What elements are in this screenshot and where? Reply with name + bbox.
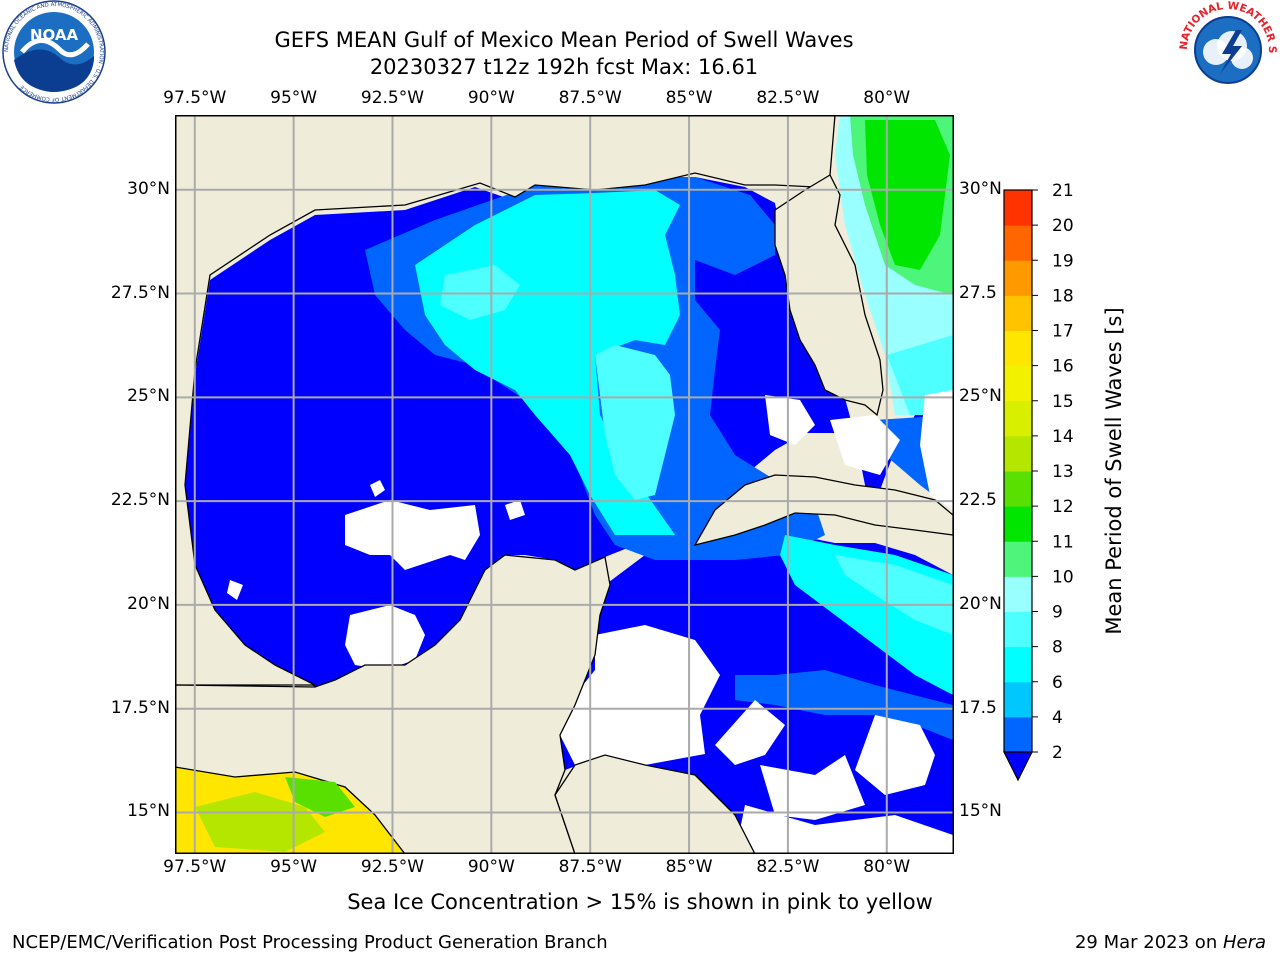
lon-label-bottom: 92.5°W bbox=[360, 857, 425, 877]
lat-label-left: 30°N bbox=[127, 178, 170, 199]
lon-label-bottom: 87.5°W bbox=[558, 857, 622, 877]
colorbar-segment bbox=[1004, 646, 1032, 683]
noaa-logo-text: NOAA bbox=[30, 26, 79, 44]
lat-label-right: 30°N bbox=[959, 178, 1002, 199]
lon-label-bottom: 85°W bbox=[665, 857, 713, 877]
sea-ice-note: Sea Ice Concentration > 15% is shown in … bbox=[347, 890, 933, 914]
colorbar-segment bbox=[1004, 716, 1032, 753]
colorbar-segment bbox=[1004, 400, 1032, 437]
map-panel bbox=[175, 115, 954, 854]
lon-label-top: 97.5°W bbox=[163, 88, 227, 108]
lat-label-right: 22.5 bbox=[959, 490, 997, 511]
missing-data-regions bbox=[227, 390, 953, 854]
footer-machine: Hera bbox=[1222, 932, 1266, 953]
lat-label-left: 22.5°N bbox=[110, 490, 170, 511]
colorbar-segment bbox=[1004, 330, 1032, 367]
lat-label-right: 25°N bbox=[959, 386, 1002, 407]
colorbar-tick-label: 2 bbox=[1052, 743, 1063, 763]
lon-label-top: 90°W bbox=[467, 88, 515, 108]
lon-label-top: 92.5°W bbox=[360, 88, 425, 108]
colorbar-tick-label: 15 bbox=[1052, 392, 1074, 412]
lat-label-left: 25°N bbox=[127, 386, 170, 407]
colorbar-segment bbox=[1004, 681, 1032, 718]
colorbar-segment bbox=[1004, 471, 1032, 507]
colorbar-label: Mean Period of Swell Waves [s] bbox=[1102, 307, 1126, 634]
colorbar-tick-label: 14 bbox=[1052, 427, 1074, 447]
nws-logo-icon: NATIONAL WEATHER SERVICE bbox=[1176, 0, 1278, 98]
colorbar-tick-label: 13 bbox=[1052, 462, 1074, 482]
chart-subtitle: 20230327 t12z 192h fcst Max: 16.61 bbox=[369, 55, 759, 79]
lon-label-top: 85°W bbox=[665, 88, 713, 108]
colorbar-tick-label: 9 bbox=[1052, 603, 1063, 623]
footer-date-text: 29 Mar 2023 on bbox=[1074, 932, 1223, 953]
colorbar-segment bbox=[1004, 190, 1032, 226]
colorbar-tick-label: 12 bbox=[1052, 497, 1074, 517]
colorbar-tick-label: 6 bbox=[1052, 673, 1063, 693]
lat-label-left: 20°N bbox=[127, 593, 170, 614]
colorbar-segment bbox=[1004, 576, 1032, 612]
lon-label-bottom: 82.5°W bbox=[756, 857, 820, 877]
colorbar-segment bbox=[1004, 435, 1032, 472]
colorbar-segment bbox=[1004, 506, 1032, 542]
graticule bbox=[175, 115, 954, 854]
colorbar-segment bbox=[1004, 541, 1032, 577]
colorbar-tick-label: 19 bbox=[1052, 251, 1074, 271]
chart-title: GEFS MEAN Gulf of Mexico Mean Period of … bbox=[274, 28, 854, 52]
colorbar-tick-label: 11 bbox=[1052, 532, 1074, 552]
lat-label-right: 20°N bbox=[959, 593, 1002, 614]
colorbar-tick-label: 20 bbox=[1052, 216, 1074, 236]
lat-label-left: 17.5°N bbox=[110, 697, 170, 718]
lon-label-bottom: 97.5°W bbox=[163, 857, 227, 877]
lon-label-top: 87.5°W bbox=[558, 88, 622, 108]
colorbar-tick-label: 16 bbox=[1052, 357, 1074, 377]
lat-label-right: 17.5 bbox=[959, 697, 997, 718]
colorbar-tick-label: 21 bbox=[1052, 181, 1074, 201]
lat-label-left: 27.5°N bbox=[110, 282, 170, 303]
colorbar-segment bbox=[1004, 295, 1032, 331]
footer-credit: NCEP/EMC/Verification Post Processing Pr… bbox=[12, 932, 608, 953]
lon-label-bottom: 80°W bbox=[863, 857, 911, 877]
colorbar-tick-label: 8 bbox=[1052, 638, 1063, 658]
lon-label-bottom: 95°W bbox=[270, 857, 318, 877]
lat-label-right: 15°N bbox=[959, 801, 1002, 822]
colorbar-tick-label: 17 bbox=[1052, 322, 1074, 342]
lat-label-right: 27.5 bbox=[959, 282, 997, 303]
noaa-logo-icon: NOAA NATIONAL OCEANIC AND ATMOSPHERIC AD… bbox=[2, 0, 106, 104]
lon-label-bottom: 90°W bbox=[467, 857, 515, 877]
colorbar-underflow-arrow bbox=[1003, 751, 1033, 782]
colorbar-tick-label: 10 bbox=[1052, 567, 1074, 587]
lon-label-top: 95°W bbox=[270, 88, 318, 108]
colorbar-tick-label: 18 bbox=[1052, 286, 1074, 306]
colorbar-segment bbox=[1004, 260, 1032, 296]
colorbar-tick-label: 4 bbox=[1052, 708, 1063, 728]
colorbar: 2 4 6 8 9 10 11 12 13 14 15 16 17 18 19 20 21 Mean Period… bbox=[1003, 181, 1126, 782]
lon-label-top: 82.5°W bbox=[756, 88, 820, 108]
footer-date: 29 Mar 2023 on Hera bbox=[1075, 932, 1266, 953]
colorbar-segment bbox=[1004, 365, 1032, 402]
lon-label-top: 80°W bbox=[863, 88, 911, 108]
lat-label-left: 15°N bbox=[127, 801, 170, 822]
colorbar-segment bbox=[1004, 611, 1032, 648]
colorbar-segment bbox=[1004, 225, 1032, 261]
